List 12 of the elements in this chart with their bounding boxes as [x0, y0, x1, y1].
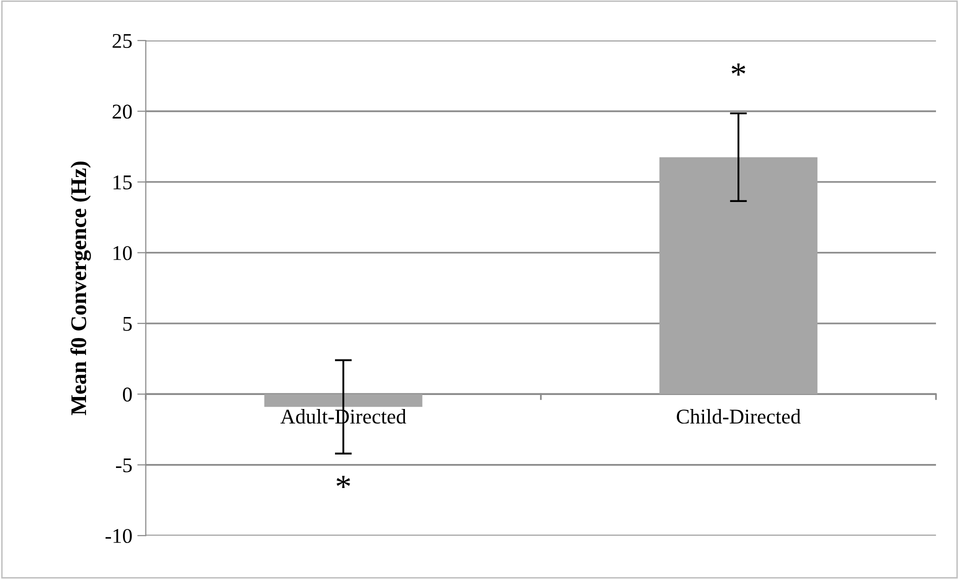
- y-tick-label: -5: [116, 458, 132, 472]
- x-tick-label: Child-Directed: [676, 408, 801, 424]
- y-tick-label: 5: [123, 317, 132, 331]
- y-tick-label: 15: [114, 175, 132, 190]
- annotation: *: [732, 63, 746, 76]
- y-tick-label: 20: [112, 104, 132, 119]
- y-axis-title: Mean f0 Convergence (Hz): [70, 162, 91, 416]
- y-tick-label: 0: [122, 388, 132, 402]
- y-tick-label: 25: [112, 34, 132, 48]
- annotation: *: [336, 476, 350, 488]
- y-tick-label: -10: [106, 528, 132, 544]
- y-tick-label: 10: [114, 246, 132, 260]
